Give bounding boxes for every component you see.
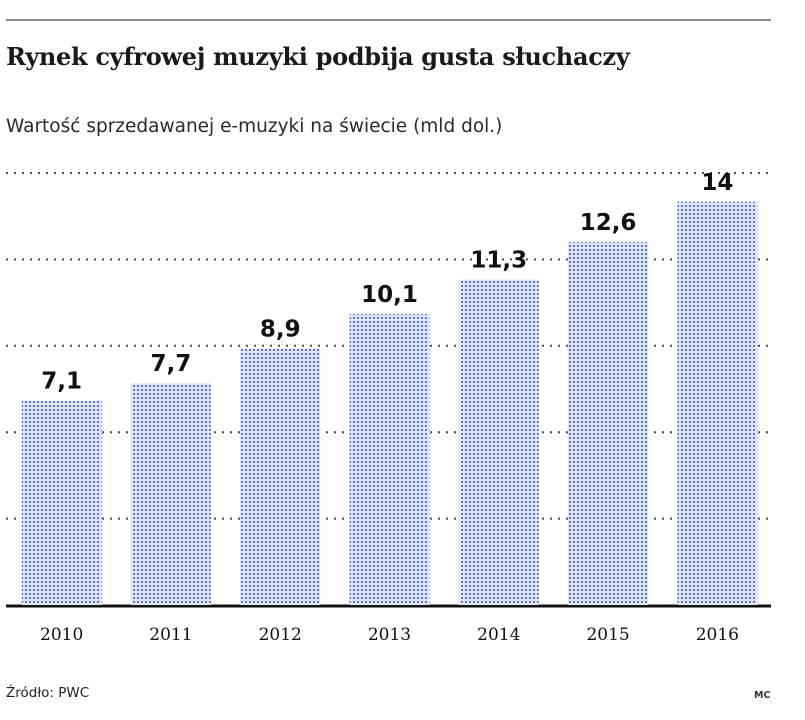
author-credit: MC bbox=[754, 690, 771, 701]
bar-value-label: 12,6 bbox=[580, 210, 637, 236]
bar-value-label: 7,7 bbox=[151, 351, 192, 377]
bar bbox=[677, 201, 758, 606]
x-tick-label: 2012 bbox=[259, 625, 302, 645]
top-rule bbox=[6, 19, 771, 21]
bar-value-label: 10,1 bbox=[361, 282, 418, 308]
bar bbox=[21, 400, 102, 605]
x-tick-label: 2013 bbox=[368, 625, 411, 645]
bar-value-label: 8,9 bbox=[260, 317, 301, 343]
bar-value-label: 7,1 bbox=[41, 369, 82, 395]
x-tick-label: 2016 bbox=[696, 625, 739, 645]
chart-subtitle: Wartość sprzedawanej e-muzyki na świecie… bbox=[6, 116, 503, 137]
bar bbox=[240, 348, 321, 605]
source-note: Źródło: PWC bbox=[6, 685, 90, 701]
bar-value-label: 14 bbox=[701, 170, 733, 196]
x-tick-label: 2011 bbox=[149, 625, 192, 645]
bar-value-label: 11,3 bbox=[470, 248, 527, 274]
bar bbox=[130, 383, 211, 605]
x-tick-label: 2015 bbox=[586, 625, 629, 645]
chart-title: Rynek cyfrowej muzyki podbija gusta słuc… bbox=[6, 42, 630, 71]
bar bbox=[349, 314, 430, 605]
x-tick-label: 2010 bbox=[40, 625, 83, 645]
bar bbox=[568, 242, 649, 605]
bar bbox=[458, 279, 539, 605]
x-tick-label: 2014 bbox=[477, 625, 520, 645]
